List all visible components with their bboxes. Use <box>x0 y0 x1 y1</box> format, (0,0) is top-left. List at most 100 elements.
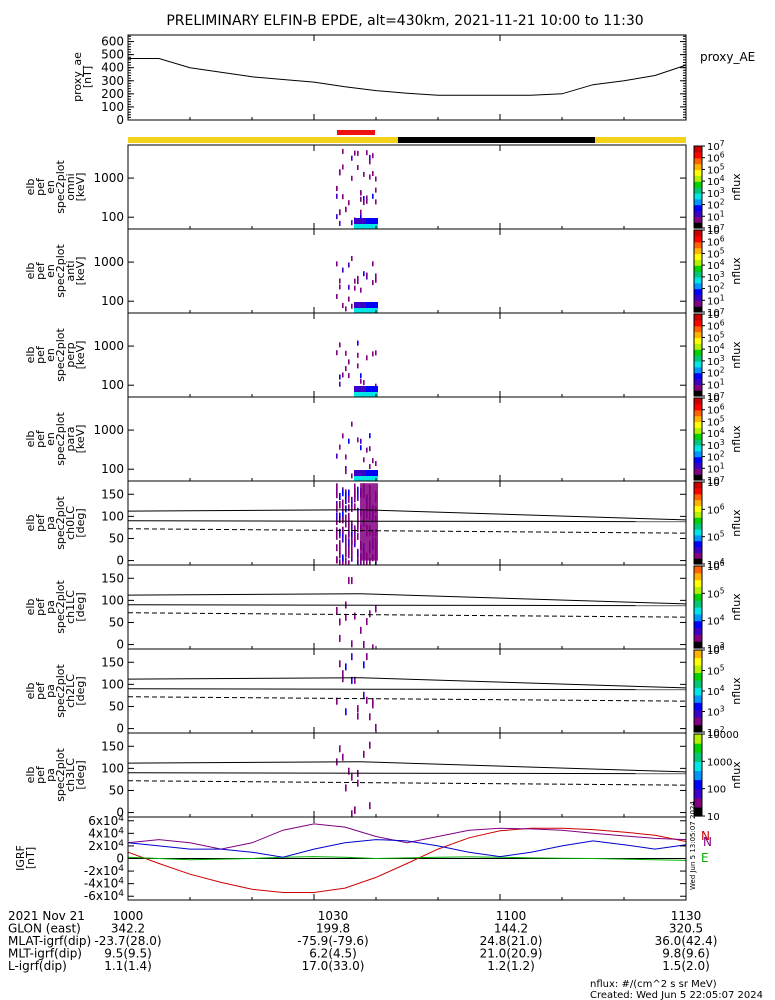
spec-pixel <box>354 676 356 684</box>
spec-pixel <box>351 256 353 261</box>
colorbar-segment <box>694 163 702 171</box>
spec-pixel <box>351 524 353 531</box>
ephem-cell: 342.2 <box>111 922 145 936</box>
colorbar-segment <box>694 415 702 423</box>
colorbar-tick-label: 105 <box>707 664 725 678</box>
spec-ytick-label: 150 <box>101 571 124 585</box>
spec-ytick-label: 100 <box>101 294 124 308</box>
spec-pixel <box>360 308 363 313</box>
spec-pixel <box>336 607 338 614</box>
spec-pixel <box>351 175 353 181</box>
colorbar-segment <box>694 355 702 362</box>
colorbar-segment <box>694 493 702 501</box>
spec-pixel <box>363 476 366 481</box>
region-bar-science <box>595 137 686 143</box>
spec-pixel <box>336 512 338 520</box>
spec-pixel <box>369 610 371 618</box>
colorbar-segment <box>694 409 702 417</box>
colorbar-frame <box>693 313 703 397</box>
igrf-ytick-label: 2x104 <box>88 839 124 853</box>
spec-pixel <box>345 534 347 542</box>
spec-pixel <box>366 618 368 625</box>
colorbar-segment <box>694 679 702 688</box>
spec-ytick-label: 150 <box>101 739 124 753</box>
ae-line <box>128 58 687 96</box>
spec-pixel <box>342 164 344 170</box>
igrf-ylabel: IGRF[nT] <box>14 845 37 871</box>
spec-pixel <box>357 340 359 346</box>
spec-pixel <box>345 520 347 528</box>
colorbar-tick-label: 102 <box>707 366 725 380</box>
ephem-cell: 36.0(42.4) <box>655 934 718 948</box>
spec-pixel <box>369 174 371 180</box>
spec-pixel <box>375 199 377 205</box>
spec-pixel <box>348 551 350 559</box>
spec-pixel <box>375 470 378 476</box>
colorbar-segment <box>694 540 702 548</box>
spec-pixel <box>366 195 368 201</box>
colorbar-segment <box>694 620 702 629</box>
spec-pixel <box>336 556 338 564</box>
spec-pixel <box>357 476 360 481</box>
spec-pixel <box>336 490 338 498</box>
spec-pixel <box>354 308 357 313</box>
spec-pixel <box>345 550 347 558</box>
spec-pixel <box>363 560 365 568</box>
spec-ytick-label: 100 <box>101 509 124 523</box>
spec-pixel <box>366 447 368 453</box>
spec-pixel <box>342 503 344 511</box>
spec-pixel <box>339 618 341 626</box>
ephem-cell: 1.2(1.2) <box>487 959 535 973</box>
colorbar-segment <box>694 664 702 673</box>
colorbar-segment <box>694 687 702 696</box>
spec-pixel <box>339 374 341 380</box>
spec-pixel <box>339 220 341 226</box>
colorbar-segment <box>694 743 702 753</box>
spec-pixel <box>369 741 371 749</box>
ephem-cell: 320.5 <box>669 922 703 936</box>
spec-pixel <box>351 473 353 479</box>
colorbar-tick-label: 103 <box>707 641 725 655</box>
spec-pixel <box>369 470 372 476</box>
spec-ylabel: elbpefpaspec2plotch3LC[deg] <box>24 748 87 802</box>
spec-pixel <box>345 708 347 716</box>
spec-pixel <box>366 476 369 481</box>
spec-pixel <box>363 386 366 392</box>
colorbar-segment <box>694 523 702 530</box>
spec-pixel <box>342 489 344 497</box>
spec-pixel <box>339 501 341 508</box>
igrf-series-n <box>127 827 687 893</box>
spec-pixel <box>354 224 357 229</box>
spec-pixel <box>372 458 374 464</box>
spec-pixel <box>375 218 378 224</box>
spec-pixel <box>366 392 369 397</box>
spec-pixel <box>354 525 356 533</box>
spec-pixel <box>339 528 341 536</box>
spec-pixel <box>375 483 378 561</box>
colorbar-segment <box>694 253 702 260</box>
spec-pixel <box>375 461 377 466</box>
antilosscone-line <box>127 780 687 786</box>
spec-pixel <box>372 386 375 392</box>
colorbar-segment <box>694 709 702 718</box>
ephem-cell: 1.1(1.4) <box>104 959 152 973</box>
spec-pixel <box>375 723 377 731</box>
spec-pixel <box>369 159 371 165</box>
colorbar-segment <box>694 390 702 397</box>
spec-pixel <box>360 392 363 397</box>
colorbar-tick-label: 105 <box>707 330 725 344</box>
spec-ytick-label: 100 <box>101 593 124 607</box>
spec-pixel <box>348 577 350 585</box>
colorbar-segment <box>694 779 702 790</box>
colorbar-label: nflux <box>730 593 743 621</box>
spec-pixel <box>336 503 338 511</box>
spec-pixel <box>372 698 374 705</box>
igrf-legend-e: E <box>701 851 709 865</box>
ae-ytick-label: 100 <box>101 100 124 114</box>
spec-pixel <box>366 198 368 204</box>
colorbar-segment <box>694 593 702 601</box>
igrf-ytick-label: -6x104 <box>84 889 124 903</box>
spec-panel-bg <box>128 481 686 565</box>
igrf-legend-n2: N <box>703 835 712 849</box>
